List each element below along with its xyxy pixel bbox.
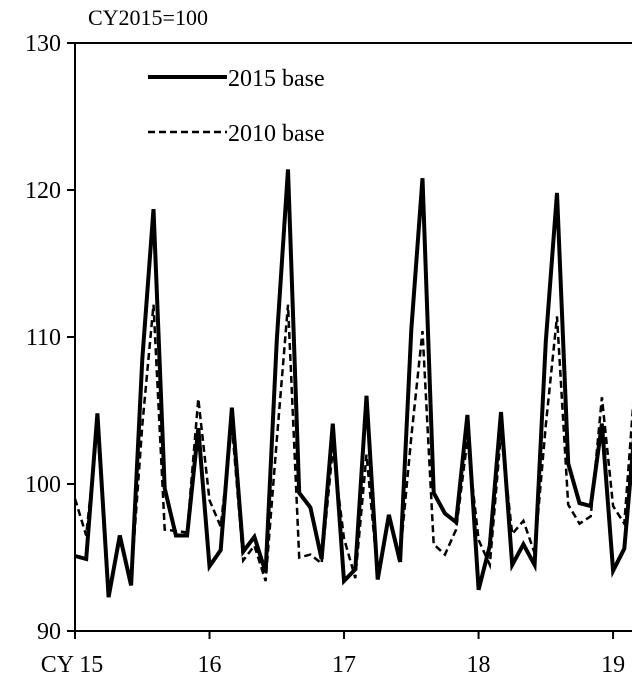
y-ticks: 90 100 110 120 130 (25, 31, 75, 645)
x-tick-label: 19 (601, 652, 625, 678)
x-tick-label: 17 (332, 652, 356, 678)
y-tick-label: 130 (25, 31, 61, 57)
x-ticks: CY 15 16 17 18 19 (41, 631, 625, 678)
y-tick-label: 100 (25, 472, 61, 498)
series-line-2010-base (73, 304, 632, 592)
legend-item-2015-base: 2015 base (148, 66, 325, 92)
y-tick-label: 120 (25, 178, 61, 204)
x-tick-label: 16 (198, 652, 222, 678)
x-tick-label: 18 (467, 652, 491, 678)
x-tick-label: CY 15 (41, 652, 103, 678)
legend-label-2010-base: 2010 base (228, 121, 325, 147)
y-tick-label: 90 (37, 619, 61, 645)
legend-item-2010-base: 2010 base (148, 121, 325, 147)
legend: 2015 base 2010 base (148, 66, 325, 147)
series-lines (73, 169, 632, 598)
unit-label: CY2015=100 (88, 5, 208, 30)
y-tick-label: 110 (26, 325, 61, 351)
legend-label-2015-base: 2015 base (228, 66, 325, 92)
series-line-2015-base (74, 169, 632, 598)
